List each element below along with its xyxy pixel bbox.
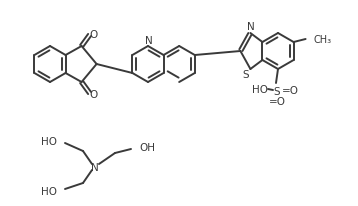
Text: =O: =O	[268, 97, 285, 107]
Text: N: N	[247, 22, 254, 32]
Text: O: O	[90, 30, 98, 40]
Text: =O: =O	[281, 85, 299, 96]
Text: HO: HO	[41, 186, 57, 196]
Text: S: S	[242, 70, 249, 80]
Text: S: S	[274, 87, 280, 97]
Text: OH: OH	[139, 142, 155, 152]
Text: O: O	[90, 90, 98, 99]
Text: CH₃: CH₃	[314, 35, 332, 45]
Text: HO: HO	[252, 85, 268, 95]
Text: N: N	[145, 36, 153, 46]
Text: HO: HO	[41, 136, 57, 146]
Text: N: N	[91, 162, 99, 172]
